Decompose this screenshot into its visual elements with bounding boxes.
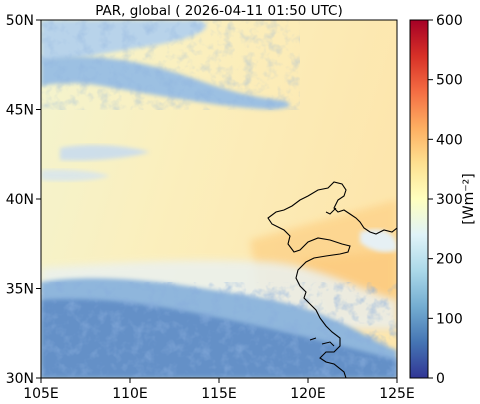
colorbar-tick-label: 0 [436, 371, 445, 387]
colorbar-tick-label: 100 [436, 311, 463, 327]
colorbar-tick-label: 200 [436, 252, 463, 268]
x-tick-label: 125E [379, 386, 415, 402]
chart-title: PAR, global ( 2026-04-11 01:50 UTC) [95, 3, 342, 19]
coastline [267, 181, 397, 378]
colorbar-ramp [409, 19, 429, 379]
x-tick-label: 120E [290, 386, 326, 402]
y-tick-label: 40N [6, 192, 34, 208]
colorbar-ticks: 0 100 200 300 400 500 600 [428, 13, 463, 387]
y-axis: 30N 35N 40N 45N 50N [6, 13, 41, 387]
x-axis: 105E 110E 115E 120E 125E [23, 378, 415, 402]
colorbar-tick-label: 400 [436, 132, 463, 148]
x-tick-label: 115E [201, 386, 237, 402]
y-tick-label: 45N [6, 103, 34, 119]
colorbar: 0 100 200 300 400 500 600 [Wm⁻²] [409, 13, 477, 387]
x-tick-label: 110E [112, 386, 148, 402]
y-tick-label: 30N [6, 371, 34, 387]
colorbar-tick-label: 600 [436, 13, 463, 29]
y-tick-label: 50N [6, 13, 34, 29]
coastline-islands [309, 207, 337, 347]
colorbar-label: [Wm⁻²] [461, 173, 477, 224]
x-tick-label: 105E [23, 386, 59, 402]
colorbar-tick-label: 500 [436, 73, 463, 89]
par-field-map [41, 20, 397, 378]
colorbar-tick-label: 300 [436, 192, 463, 208]
y-tick-label: 35N [6, 282, 34, 298]
